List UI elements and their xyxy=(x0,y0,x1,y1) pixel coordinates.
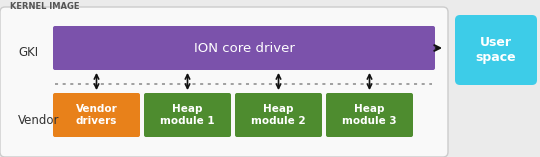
FancyBboxPatch shape xyxy=(0,7,448,157)
FancyBboxPatch shape xyxy=(53,26,435,70)
Text: Vendor: Vendor xyxy=(18,114,59,127)
Text: Heap
module 1: Heap module 1 xyxy=(160,104,215,126)
FancyBboxPatch shape xyxy=(144,93,231,137)
FancyBboxPatch shape xyxy=(455,15,537,85)
Text: Heap
module 3: Heap module 3 xyxy=(342,104,397,126)
Text: KERNEL IMAGE: KERNEL IMAGE xyxy=(10,2,79,11)
Text: Heap
module 2: Heap module 2 xyxy=(251,104,306,126)
FancyBboxPatch shape xyxy=(235,93,322,137)
FancyBboxPatch shape xyxy=(53,93,140,137)
Text: ION core driver: ION core driver xyxy=(193,41,294,54)
FancyBboxPatch shape xyxy=(326,93,413,137)
Text: User
space: User space xyxy=(476,35,516,65)
Text: Vendor
drivers: Vendor drivers xyxy=(76,104,117,126)
Text: GKI: GKI xyxy=(18,46,38,59)
